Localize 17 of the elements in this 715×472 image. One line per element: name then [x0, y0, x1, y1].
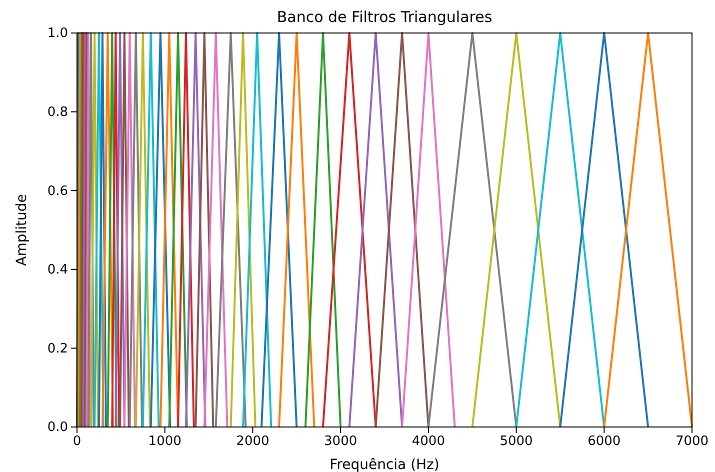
chart-title: Banco de Filtros Triangulares	[276, 8, 492, 26]
y-tick-label: 0.8	[47, 104, 68, 120]
y-tick-label: 0.0	[47, 420, 68, 436]
x-tick-label: 6000	[588, 434, 621, 450]
x-tick-label: 3000	[324, 434, 358, 450]
x-tick-label: 5000	[500, 434, 533, 450]
x-tick-label: 4000	[412, 434, 445, 450]
y-tick-label: 0.4	[47, 262, 68, 278]
x-tick-label: 2000	[236, 434, 270, 450]
x-axis-title: Frequência (Hz)	[330, 457, 440, 472]
x-tick-label: 7000	[675, 434, 709, 450]
x-tick-label: 1000	[148, 434, 182, 450]
y-tick-label: 1.0	[47, 26, 68, 42]
y-tick-label: 0.2	[47, 341, 68, 356]
y-tick-label: 0.6	[47, 184, 68, 199]
y-axis-title: Amplitude	[14, 194, 30, 266]
x-tick-label: 0	[72, 434, 82, 450]
